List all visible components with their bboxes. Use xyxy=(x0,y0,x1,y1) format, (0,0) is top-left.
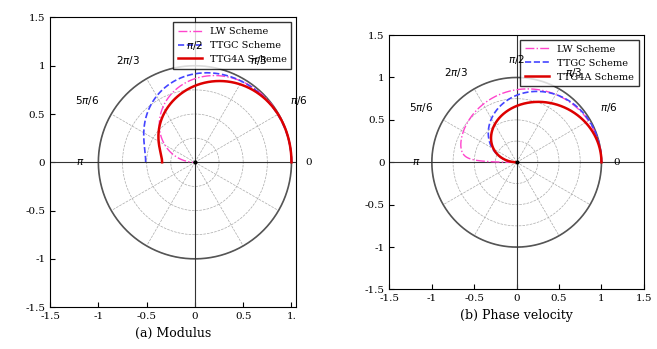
Text: 0: 0 xyxy=(305,158,311,167)
Legend: LW Scheme, TTGC Scheme, TTG4A Scheme: LW Scheme, TTGC Scheme, TTG4A Scheme xyxy=(520,40,639,87)
X-axis label: (b) Phase velocity: (b) Phase velocity xyxy=(460,309,573,322)
Text: $2\pi/3$: $2\pi/3$ xyxy=(444,66,468,79)
Text: $\pi/6$: $\pi/6$ xyxy=(600,101,618,114)
Text: $\pi$: $\pi$ xyxy=(76,157,85,167)
Text: $5\pi/6$: $5\pi/6$ xyxy=(409,101,433,114)
X-axis label: (a) Modulus: (a) Modulus xyxy=(135,327,212,340)
Text: $\pi/3$: $\pi/3$ xyxy=(250,54,267,67)
Text: 0: 0 xyxy=(614,158,620,167)
Text: $2\pi/3$: $2\pi/3$ xyxy=(116,54,140,67)
Text: $\pi/3$: $\pi/3$ xyxy=(565,66,583,79)
Legend: LW Scheme, TTGC Scheme, TTG4A Scheme: LW Scheme, TTGC Scheme, TTG4A Scheme xyxy=(173,22,292,69)
Text: $\pi/6$: $\pi/6$ xyxy=(290,94,308,107)
Text: $\pi/2$: $\pi/2$ xyxy=(509,53,525,66)
Text: $\pi$: $\pi$ xyxy=(411,157,420,167)
Text: $\pi/2$: $\pi/2$ xyxy=(187,39,204,52)
Text: $5\pi/6$: $5\pi/6$ xyxy=(76,94,100,107)
